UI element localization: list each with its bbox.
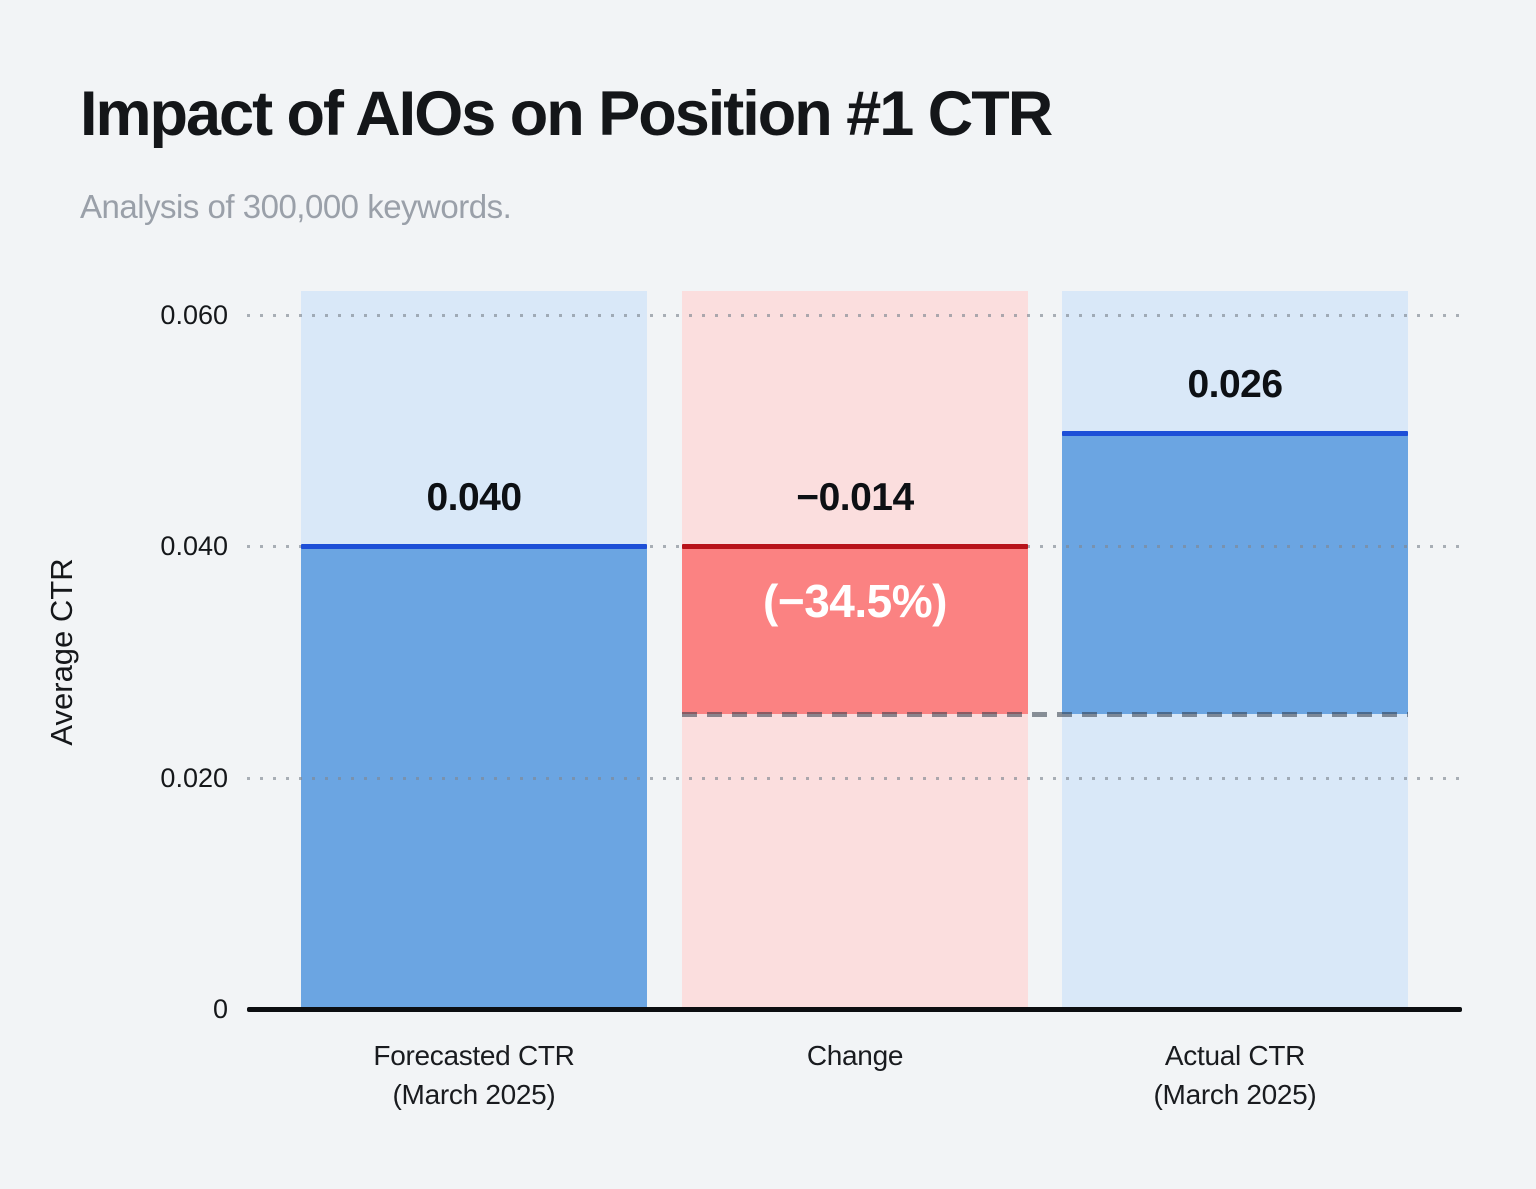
gridline-0.020 [247,777,1462,780]
page-subtitle: Analysis of 300,000 keywords. [80,188,512,225]
forecasted-ctr-value-label: 0.040 [426,476,522,519]
actual-ctr-axis-label-line: (March 2025) [1153,1079,1317,1110]
forecasted-ctr-axis-label: Forecasted CTR (March 2025) [261,1036,687,1114]
y-tick-0.040: 0.040 [160,531,228,561]
actual-ctr-bar [1062,433,1408,714]
actual-ctr-axis-label: Actual CTR (March 2025) [1022,1036,1448,1114]
change-value-label: −0.014 [796,476,914,519]
x-axis-line [247,1007,1462,1012]
change-top-line [682,544,1028,549]
actual-ctr-top-line [1062,431,1408,436]
page-title: Impact of AIOs on Position #1 CTR [80,79,1053,149]
forecasted-ctr-axis-label-line: Forecasted CTR [373,1040,575,1071]
actual-ctr-value-label: 0.026 [1187,363,1283,406]
forecasted-ctr-axis-label-line: (March 2025) [392,1079,556,1110]
change-percent-label: (−34.5%) [763,575,947,627]
y-tick-0: 0 [212,994,228,1024]
reference-dashed-line [682,712,1408,717]
y-tick-0.020: 0.020 [160,763,228,793]
change-bar [682,546,1028,714]
change-axis-label: Change [642,1036,1068,1075]
change-axis-label-line: Change [806,1040,904,1071]
actual-ctr-axis-label-line: Actual CTR [1164,1040,1306,1071]
forecasted-ctr-top-line [301,544,647,549]
y-tick-0.060: 0.060 [160,300,228,330]
gridline-0.060 [247,314,1462,317]
